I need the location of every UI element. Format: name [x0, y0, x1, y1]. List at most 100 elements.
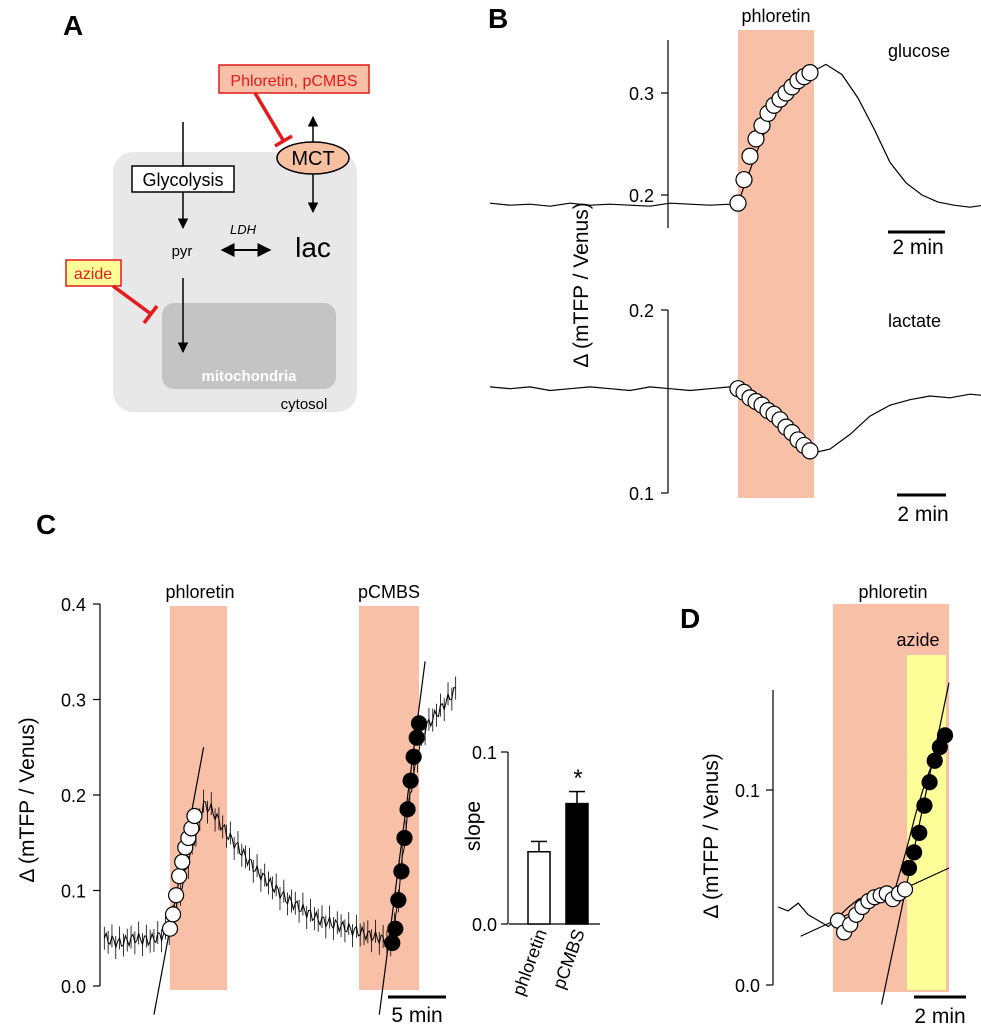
glycolysis-label: Glycolysis: [142, 170, 223, 190]
cytosol-label: cytosol: [281, 396, 328, 413]
inset-bar: [527, 851, 551, 925]
pyr-label: pyr: [172, 243, 193, 260]
data-point-d-filled: [926, 752, 943, 769]
markers-d-filled: [900, 727, 954, 877]
treatment-label-pcmbs-c: pCMBS: [358, 582, 420, 602]
y-tick-label-d-01: 0.1: [735, 781, 760, 801]
inhibition-bar-mct: [274, 134, 293, 148]
data-point-b-glucose: [801, 63, 819, 82]
data-point-c-filled: [393, 863, 410, 880]
trace-label-glucose: glucose: [888, 41, 950, 61]
data-point-d-filled: [906, 844, 923, 861]
data-point-c-filled: [408, 729, 425, 746]
trace-b-glucose: [489, 63, 981, 208]
y-tick-label-c: 0.3: [61, 691, 86, 711]
data-point-b-glucose: [741, 147, 759, 165]
data-point-c-filled: [402, 772, 419, 789]
inhibitor-box-phloretin-pcmbs: [218, 64, 370, 94]
panel-c-label: C: [36, 509, 56, 540]
markers-c-filled: [384, 715, 428, 952]
markers-d-open: [829, 881, 914, 941]
y-tick-label-d-00: 0.0: [735, 976, 760, 996]
scalebar-label-c: 5 min: [391, 1004, 442, 1027]
panel-c: C phloretin pCMBS Δ (mTFP / Venus) 0.00.…: [16, 509, 600, 1027]
treatment-label-phloretin-c: phloretin: [165, 582, 234, 602]
panel-b-label: B: [488, 3, 508, 34]
scalebar-label-b-2: 2 min: [897, 503, 948, 526]
data-point-c-filled: [390, 891, 407, 909]
mitochondria-box: [162, 303, 336, 389]
treatment-bar-phloretin-c: [170, 606, 227, 990]
inhibition-bar-mito: [142, 304, 159, 325]
mitochondria-label: mitochondria: [201, 368, 297, 385]
inhibitor-label-phloretin-pcmbs: Phloretin, pCMBS: [230, 73, 357, 90]
data-point-c-open: [164, 906, 182, 923]
data-point-c-filled: [384, 934, 401, 952]
inset-y-axis-label: slope: [462, 801, 485, 851]
y-tick-label-c: 0.2: [61, 786, 86, 806]
data-point-c-open: [168, 887, 185, 904]
data-point-c-filled: [399, 801, 416, 818]
inset-bars: [527, 790, 589, 925]
data-point-d-filled: [936, 727, 954, 744]
inset-x-label-pcmbs: pCMBS: [549, 927, 589, 992]
treatment-label-azide-d: azide: [896, 630, 939, 650]
inhibition-line-mct: [253, 92, 285, 141]
data-point-d-filled: [916, 797, 933, 814]
panel-d: D phloretin azide Δ (mTFP / Venus) 0.1 0…: [680, 582, 966, 1028]
treatment-label-phloretin-b: phloretin: [741, 6, 810, 26]
data-point-c-open: [171, 868, 188, 885]
y-tick-label-b-glucose-02: 0.2: [629, 186, 654, 206]
lac-label: lac: [295, 232, 331, 263]
data-point-d-open: [896, 881, 914, 898]
markers-b-glucose: [729, 63, 819, 212]
data-point-c-filled: [410, 715, 428, 732]
glycolysis-box: [131, 165, 235, 193]
y-ticks-c: 0.0 0.1 0.2 0.3 0.4: [61, 595, 100, 997]
treatment-label-phloretin-d: phloretin: [858, 582, 927, 602]
data-point-b-glucose: [735, 171, 753, 189]
panel-b: B phloretin Δ (mTFP / Venus) 0.3 0.2 glu…: [488, 3, 981, 526]
data-point-d-filled: [921, 774, 938, 791]
data-point-c-open: [161, 920, 179, 937]
y-axis-label-b: Δ (mTFP / Venus): [570, 202, 593, 367]
scalebar-label-b-1: 2 min: [892, 236, 943, 259]
inset-x-label-phloretin: phloretin: [508, 927, 550, 999]
data-point-c-open: [174, 853, 191, 870]
panel-a-label: A: [63, 10, 83, 41]
inhibitor-box-azide: [65, 259, 122, 287]
inhibition-line-mito: [111, 284, 153, 316]
y-tick-label-c: 0.1: [61, 882, 86, 902]
y-tick-label-b-glucose-03: 0.3: [629, 84, 654, 104]
inset-bar-chart: 0.1 0.0 slope phloretin pCMBS *: [462, 743, 600, 998]
y-tick-label-b-lactate-02: 0.2: [629, 301, 654, 321]
y-axis-label-d: Δ (mTFP / Venus): [700, 753, 723, 918]
data-point-d-filled: [900, 859, 918, 877]
data-point-b-lactate: [801, 442, 819, 460]
inhibitor-label-azide: azide: [74, 266, 112, 283]
error-bars-c: [103, 676, 457, 960]
data-point-c-filled: [405, 748, 422, 765]
inset-y-tick-label-00: 0.0: [472, 915, 497, 935]
panel-a: A mitochondria cytosol Phloretin, pCMBS …: [63, 10, 370, 413]
y-tick-label-c: 0.4: [61, 595, 86, 615]
inset-significance: *: [573, 765, 582, 792]
ldh-label: LDH: [230, 222, 257, 237]
markers-c-open: [161, 807, 203, 937]
data-point-c-open: [186, 807, 203, 825]
inset-bar: [565, 802, 589, 925]
y-tick-label-c: 0.0: [61, 977, 86, 997]
data-point-c-filled: [396, 829, 413, 847]
data-point-d-filled: [911, 824, 928, 842]
markers-b-lactate: [729, 380, 819, 460]
panel-d-label: D: [680, 603, 700, 634]
trace-label-lactate: lactate: [888, 311, 941, 331]
data-point-c-filled: [387, 920, 404, 937]
data-point-b-glucose: [729, 194, 747, 212]
y-axis-label-c: Δ (mTFP / Venus): [16, 717, 39, 882]
y-tick-label-b-lactate-01: 0.1: [629, 484, 654, 504]
mct-label: MCT: [291, 148, 334, 170]
inset-y-tick-label-01: 0.1: [472, 743, 497, 763]
scalebar-label-d: 2 min: [914, 1005, 965, 1028]
